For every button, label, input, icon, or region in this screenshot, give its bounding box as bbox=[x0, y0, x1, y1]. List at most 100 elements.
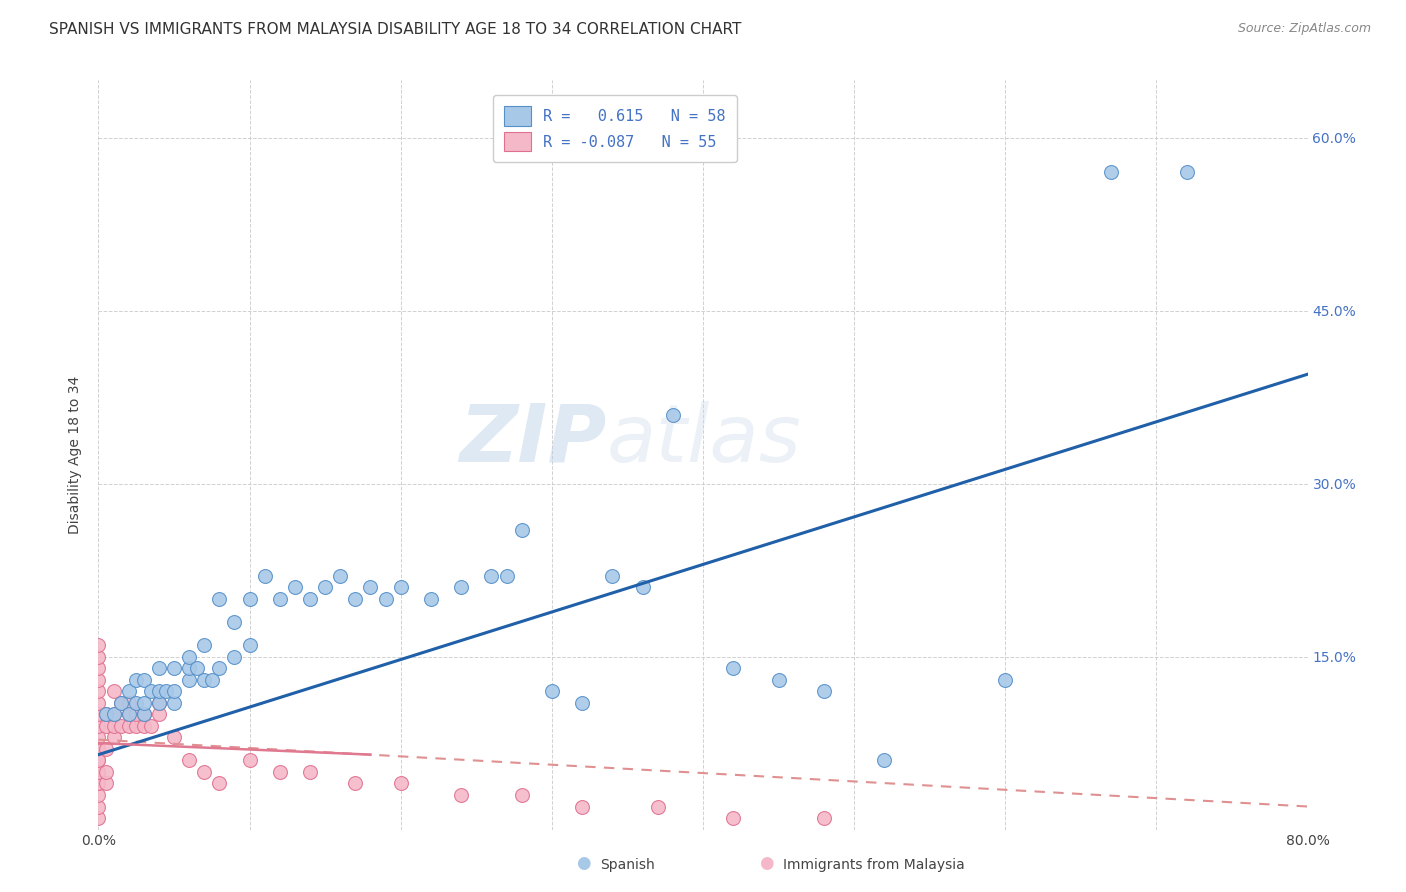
Point bbox=[299, 764, 322, 779]
Point bbox=[186, 661, 208, 675]
Point bbox=[103, 684, 125, 698]
Point bbox=[94, 707, 117, 722]
Point bbox=[481, 569, 503, 583]
Point bbox=[873, 753, 896, 767]
Point bbox=[571, 799, 593, 814]
Point bbox=[201, 673, 224, 687]
Point bbox=[148, 696, 170, 710]
Point bbox=[132, 707, 155, 722]
Point bbox=[94, 742, 117, 756]
Point bbox=[420, 592, 443, 607]
Text: ●: ● bbox=[576, 855, 591, 872]
Point bbox=[110, 696, 132, 710]
Point bbox=[94, 776, 117, 790]
Point bbox=[360, 581, 382, 595]
Point bbox=[314, 581, 336, 595]
Point bbox=[132, 673, 155, 687]
Point bbox=[631, 581, 654, 595]
Point bbox=[224, 649, 246, 664]
Point bbox=[87, 799, 110, 814]
Point bbox=[163, 696, 186, 710]
Point bbox=[510, 523, 533, 537]
Point bbox=[299, 592, 322, 607]
Point bbox=[495, 569, 517, 583]
Point bbox=[125, 673, 148, 687]
Point bbox=[155, 684, 177, 698]
Point bbox=[103, 707, 125, 722]
Point bbox=[1099, 165, 1122, 179]
Point bbox=[269, 764, 291, 779]
Point bbox=[239, 753, 262, 767]
Point bbox=[141, 719, 163, 733]
Point bbox=[239, 592, 262, 607]
Point bbox=[239, 638, 262, 652]
Point bbox=[87, 661, 110, 675]
Point bbox=[110, 719, 132, 733]
Point bbox=[132, 719, 155, 733]
Text: Spanish: Spanish bbox=[600, 858, 655, 872]
Point bbox=[118, 696, 141, 710]
Point bbox=[179, 753, 201, 767]
Point bbox=[87, 753, 110, 767]
Point bbox=[813, 811, 835, 825]
Point bbox=[87, 788, 110, 802]
Point bbox=[813, 684, 835, 698]
Text: Source: ZipAtlas.com: Source: ZipAtlas.com bbox=[1237, 22, 1371, 36]
Point bbox=[103, 731, 125, 745]
Point bbox=[208, 776, 231, 790]
Point bbox=[374, 592, 396, 607]
Point bbox=[87, 764, 110, 779]
Point bbox=[389, 581, 412, 595]
Point bbox=[208, 661, 231, 675]
Point bbox=[540, 684, 562, 698]
Point bbox=[87, 649, 110, 664]
Point bbox=[179, 661, 201, 675]
Point bbox=[132, 707, 155, 722]
Point bbox=[647, 799, 669, 814]
Point bbox=[87, 638, 110, 652]
Y-axis label: Disability Age 18 to 34: Disability Age 18 to 34 bbox=[69, 376, 83, 534]
Point bbox=[125, 707, 148, 722]
Point bbox=[253, 569, 276, 583]
Point bbox=[148, 696, 170, 710]
Point bbox=[661, 408, 683, 422]
Point bbox=[163, 684, 186, 698]
Point bbox=[87, 742, 110, 756]
Point bbox=[94, 719, 117, 733]
Point bbox=[103, 719, 125, 733]
Point bbox=[87, 673, 110, 687]
Point bbox=[148, 707, 170, 722]
Text: ●: ● bbox=[759, 855, 773, 872]
Point bbox=[284, 581, 307, 595]
Point bbox=[103, 707, 125, 722]
Point bbox=[118, 707, 141, 722]
Point bbox=[450, 788, 472, 802]
Text: ZIP: ZIP bbox=[458, 401, 606, 479]
Legend: R =   0.615   N = 58, R = -0.087   N = 55: R = 0.615 N = 58, R = -0.087 N = 55 bbox=[494, 95, 737, 162]
Point bbox=[87, 707, 110, 722]
Text: SPANISH VS IMMIGRANTS FROM MALAYSIA DISABILITY AGE 18 TO 34 CORRELATION CHART: SPANISH VS IMMIGRANTS FROM MALAYSIA DISA… bbox=[49, 22, 741, 37]
Point bbox=[87, 776, 110, 790]
Point bbox=[994, 673, 1017, 687]
Point bbox=[87, 753, 110, 767]
Point bbox=[179, 649, 201, 664]
Point bbox=[163, 661, 186, 675]
Point bbox=[723, 661, 745, 675]
Point bbox=[87, 684, 110, 698]
Point bbox=[110, 696, 132, 710]
Point bbox=[193, 638, 215, 652]
Point bbox=[208, 592, 231, 607]
Point bbox=[125, 696, 148, 710]
Point bbox=[768, 673, 790, 687]
Point bbox=[450, 581, 472, 595]
Point bbox=[87, 696, 110, 710]
Point bbox=[193, 764, 215, 779]
Point bbox=[118, 707, 141, 722]
Point bbox=[94, 707, 117, 722]
Point bbox=[179, 673, 201, 687]
Point bbox=[87, 811, 110, 825]
Point bbox=[193, 673, 215, 687]
Point bbox=[224, 615, 246, 629]
Text: atlas: atlas bbox=[606, 401, 801, 479]
Point bbox=[602, 569, 624, 583]
